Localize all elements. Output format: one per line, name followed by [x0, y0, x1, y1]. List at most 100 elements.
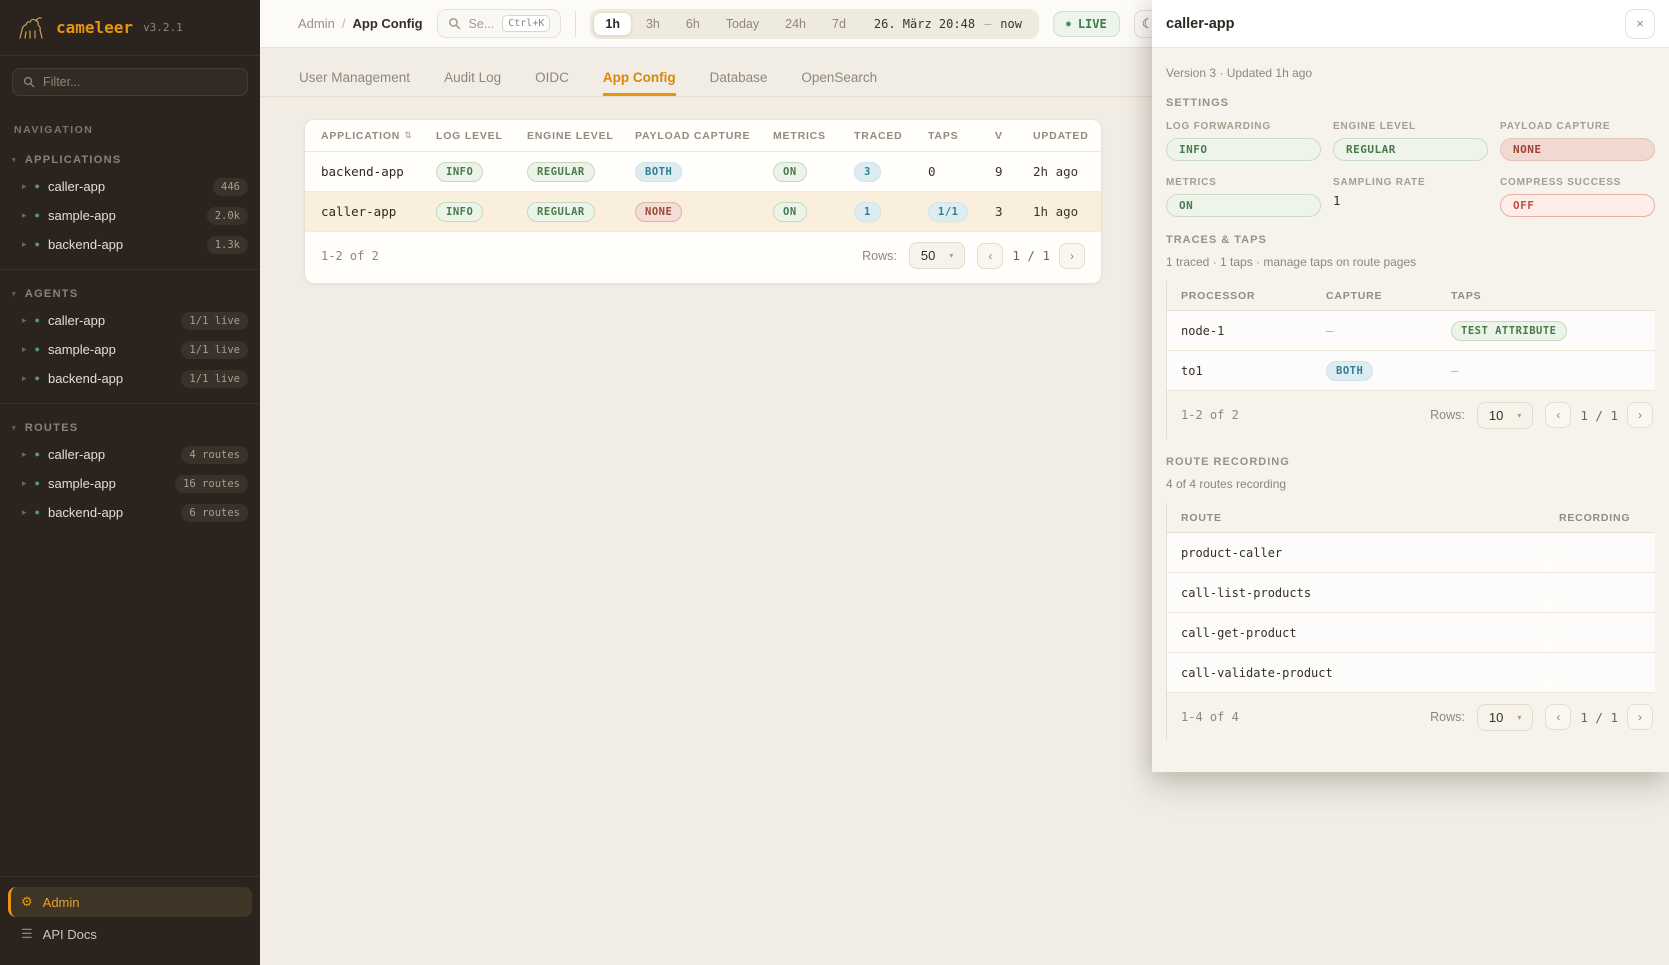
field-engine-level: ENGINE LEVEL REGULAR [1333, 121, 1488, 161]
panel-header: caller-app × [1152, 0, 1669, 48]
table-row-caller-app[interactable]: caller-app INFO REGULAR NONE ON 1 1/1 3 … [305, 192, 1101, 232]
tab-user-management[interactable]: User Management [299, 70, 411, 85]
sidebar-item-applications-caller-app[interactable]: ▸ ● caller-app 446 [0, 172, 260, 201]
route-row-call-list-products: call-list-products [1167, 573, 1655, 613]
column-header-log-level: LOG LEVEL [436, 129, 503, 142]
column-header-taps: TAPS [1451, 289, 1482, 302]
rows-per-page-value: 10 [1488, 709, 1504, 725]
sidebar: cameleer v3.2.1 Filter... NAVIGATION ▾ A… [0, 0, 260, 965]
route-recording-section-label: ROUTE RECORDING [1166, 456, 1290, 468]
time-range-1h[interactable]: 1h [593, 11, 632, 36]
traces-table: PROCESSOR CAPTURE TAPS node-1 — TEST ATT… [1166, 281, 1655, 439]
metrics-badge: ON [773, 161, 807, 182]
sidebar-item-routes-sample-app[interactable]: ▸ ● sample-app 16 routes [0, 469, 260, 498]
status-dot-icon: ● [34, 373, 40, 383]
chevron-left-icon: ‹ [1556, 408, 1561, 422]
rows-per-page-select[interactable]: 10 ▾ [1476, 703, 1534, 731]
sidebar-item-agents-caller-app[interactable]: ▸ ● caller-app 1/1 live [0, 306, 260, 335]
section-header-routes[interactable]: ▾ ROUTES [0, 412, 260, 440]
close-icon: × [1636, 16, 1644, 31]
sidebar-item-routes-caller-app[interactable]: ▸ ● caller-app 4 routes [0, 440, 260, 469]
field-label: SAMPLING RATE [1333, 177, 1426, 188]
taps-badge: 1/1 [928, 201, 969, 222]
sidebar-filter-input[interactable]: Filter... [12, 68, 248, 96]
time-range-7d[interactable]: 7d [832, 16, 846, 31]
cell-taps: — [1451, 363, 1459, 378]
capture-badge: BOTH [1326, 360, 1374, 381]
global-search-input[interactable]: Se... Ctrl+K [436, 9, 562, 38]
field-value-badge: INFO [1166, 138, 1321, 161]
sidebar-item-agents-sample-app[interactable]: ▸ ● sample-app 1/1 live [0, 335, 260, 364]
rows-per-page-value: 50 [920, 248, 936, 263]
app-logo-text: cameleer [56, 18, 134, 37]
section-label: APPLICATIONS [24, 154, 122, 166]
rows-per-page-select[interactable]: 50 ▾ [908, 242, 966, 269]
item-badge: 6 routes [181, 503, 248, 522]
time-range-today[interactable]: Today [725, 16, 760, 31]
next-page-button[interactable]: › [1059, 242, 1085, 269]
item-badge: 16 routes [175, 474, 248, 493]
field-label: LOG FORWARDING [1166, 121, 1271, 132]
traced-badge: 1 [854, 201, 881, 222]
item-badge: 1/1 live [181, 340, 248, 359]
chevron-right-icon: ▸ [22, 478, 27, 488]
breadcrumb-parent[interactable]: Admin [298, 16, 335, 31]
tab-database[interactable]: Database [709, 70, 768, 85]
prev-page-button[interactable]: ‹ [1545, 704, 1572, 730]
column-header-recording: RECORDING [1559, 511, 1631, 524]
column-header-v: V [995, 129, 1003, 142]
prev-page-button[interactable]: ‹ [1545, 402, 1572, 428]
next-page-button[interactable]: › [1627, 402, 1653, 428]
cell-metrics: ON [773, 161, 854, 182]
date-range-picker[interactable]: 26. März 20:48 — now [860, 17, 1036, 31]
sidebar-item-api-docs[interactable]: ☰ API Docs [8, 917, 252, 951]
status-dot-icon: ● [34, 344, 40, 354]
chevron-right-icon: ▸ [22, 449, 27, 459]
tab-oidc[interactable]: OIDC [535, 70, 569, 85]
cell-route: product-caller [1181, 545, 1283, 560]
log-level-badge: INFO [436, 161, 484, 182]
rows-per-page-select[interactable]: 10 ▾ [1476, 401, 1534, 429]
close-panel-button[interactable]: × [1625, 8, 1655, 39]
time-range-24h[interactable]: 24h [785, 16, 806, 31]
section-header-applications[interactable]: ▾ APPLICATIONS [0, 144, 260, 172]
sidebar-item-agents-backend-app[interactable]: ▸ ● backend-app 1/1 live [0, 364, 260, 393]
section-header-agents[interactable]: ▾ AGENTS [0, 278, 260, 306]
time-range-3h[interactable]: 3h [645, 16, 660, 31]
item-label: backend-app [47, 237, 124, 252]
column-header-engine-level: ENGINE LEVEL [527, 129, 614, 142]
page-indicator: 1 / 1 [1580, 407, 1618, 423]
item-label: sample-app [47, 342, 116, 357]
status-dot-icon: ● [34, 507, 40, 517]
live-toggle-button[interactable]: ● LIVE [1052, 10, 1120, 37]
pagination-controls: Rows: 50 ▾ ‹ 1 / 1 › [862, 242, 1085, 269]
sidebar-item-applications-sample-app[interactable]: ▸ ● sample-app 2.0k [0, 201, 260, 230]
rows-per-page-label: Rows: [1430, 710, 1465, 724]
column-header-application[interactable]: APPLICATION ⇅ [321, 129, 413, 142]
sidebar-item-applications-backend-app[interactable]: ▸ ● backend-app 1.3k [0, 230, 260, 259]
routes-table-footer: 1-4 of 4 Rows: 10 ▾ ‹ 1 / 1 › [1167, 693, 1655, 741]
traces-row-to1[interactable]: to1 BOTH — [1167, 351, 1655, 391]
panel-title: caller-app [1166, 15, 1235, 32]
page-indicator: 1 / 1 [1012, 248, 1050, 263]
next-page-button[interactable]: › [1627, 704, 1653, 730]
sidebar-item-routes-backend-app[interactable]: ▸ ● backend-app 6 routes [0, 498, 260, 527]
prev-page-button[interactable]: ‹ [977, 242, 1004, 269]
chevron-right-icon: ▸ [22, 315, 27, 325]
cell-updated: 2h ago [1033, 164, 1079, 179]
tab-opensearch[interactable]: OpenSearch [801, 70, 878, 85]
cell-log-level: INFO [436, 201, 527, 222]
field-label: COMPRESS SUCCESS [1500, 177, 1622, 188]
chevron-right-icon: ▸ [22, 507, 27, 517]
search-icon [448, 17, 460, 30]
tab-app-config[interactable]: App Config [602, 70, 676, 96]
toggle-knob [1542, 634, 1557, 650]
sidebar-section-agents: ▾ AGENTS ▸ ● caller-app 1/1 live ▸ ● sam… [0, 269, 260, 393]
sidebar-item-admin[interactable]: ⚙ Admin [8, 887, 252, 917]
traces-row-node-1[interactable]: node-1 — TEST ATTRIBUTE [1167, 311, 1655, 351]
item-label: backend-app [47, 371, 124, 386]
time-range-6h[interactable]: 6h [685, 16, 700, 31]
tab-audit-log[interactable]: Audit Log [444, 70, 502, 85]
nav-section-label: NAVIGATION [14, 124, 94, 136]
table-row-backend-app[interactable]: backend-app INFO REGULAR BOTH ON 3 0 9 2… [305, 152, 1101, 192]
